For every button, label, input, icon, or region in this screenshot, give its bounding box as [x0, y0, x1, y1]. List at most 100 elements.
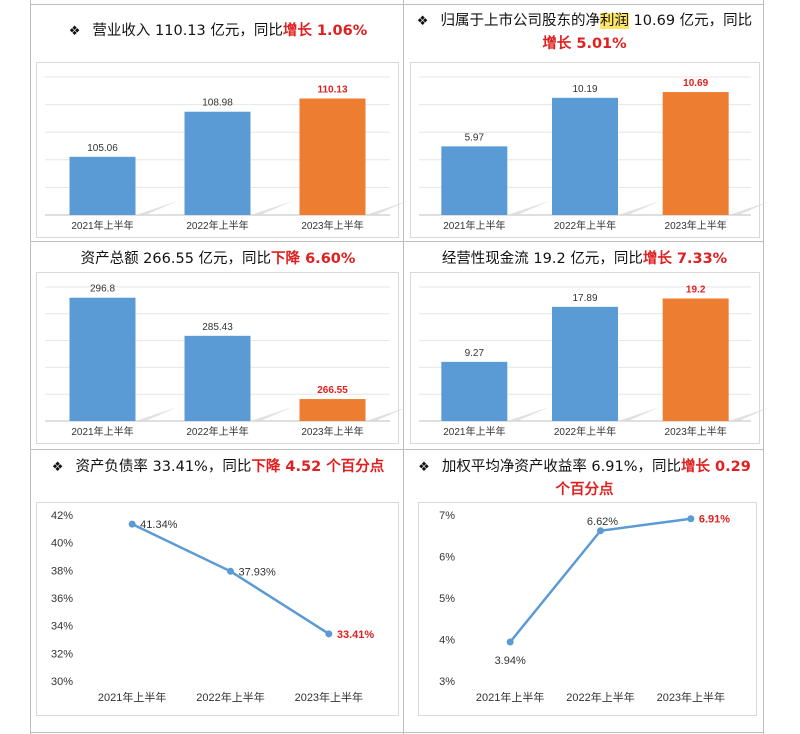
- bar: [184, 111, 251, 215]
- x-tick-label: 2022年上半年: [186, 219, 248, 232]
- x-tick-label: 2023年上半年: [301, 219, 363, 232]
- data-label: 5.97: [465, 132, 485, 143]
- bar-shadow: [250, 201, 293, 215]
- title-segment: 增长 1.06%: [282, 23, 368, 39]
- bar-shadow: [728, 407, 771, 421]
- y-tick-label: 38%: [51, 565, 73, 577]
- x-tick-label: 2021年上半年: [71, 425, 133, 438]
- data-point: [325, 630, 333, 638]
- bar-shadow: [618, 201, 660, 215]
- bar-shadow: [250, 407, 293, 421]
- y-tick-label: 3%: [439, 676, 455, 688]
- title-segment: 下降 6.60%: [271, 251, 356, 267]
- debt-ratio-chart: 30% 32% 34% 36% 38% 40% 42% 41.34% 2021年上半年 37.93…: [36, 502, 399, 716]
- x-tick-label: 2023年上半年: [657, 690, 725, 704]
- bar: [441, 361, 508, 421]
- x-tick-label: 2022年上半年: [554, 219, 616, 232]
- x-tick-label: 2022年上半年: [554, 425, 616, 438]
- data-label: 9.27: [465, 348, 485, 359]
- diamond-bullet-icon: ❖: [418, 460, 430, 475]
- title-segment: 增长 7.33%: [642, 251, 728, 267]
- panel-title-revenue: ❖ 营业收入 110.13 亿元，同比增长 1.06%: [40, 20, 396, 43]
- y-tick-label: 30%: [51, 676, 73, 688]
- title-segment: 增长 5.01%: [542, 36, 627, 52]
- x-tick-label: 2023年上半年: [295, 690, 363, 704]
- bar: [662, 92, 729, 215]
- net-profit-chart-svg: 5.97 2021年上半年 10.19 2022年上半年 10.69 2023年上半年: [419, 76, 771, 232]
- roe-chart: 3% 4% 5% 6% 7% 3.94% 2021年上半年 6.62% 2022年上半年 6.91…: [418, 502, 757, 716]
- data-label: 105.06: [87, 143, 118, 154]
- title-segment: 经营性现金流 19.2 亿元，同比: [441, 251, 643, 267]
- revenue-chart-svg: 105.06 2021年上半年 108.98 2022年上半年 110.13 2023年上…: [45, 76, 408, 232]
- data-label: 33.41%: [337, 629, 375, 641]
- net-profit-chart: 5.97 2021年上半年 10.19 2022年上半年 10.69 2023年上半年: [410, 62, 771, 238]
- data-point: [687, 515, 695, 523]
- x-tick-label: 2021年上半年: [71, 219, 133, 232]
- roe-chart-svg: 3% 4% 5% 6% 7% 3.94% 2021年上半年 6.62% 2022年上半年 6.91…: [439, 510, 730, 704]
- grid-line: [30, 241, 764, 242]
- x-tick-label: 2021年上半年: [443, 219, 505, 232]
- debt-ratio-chart-svg: 30% 32% 34% 36% 38% 40% 42% 41.34% 2021年上半年 37.93…: [51, 510, 375, 704]
- title-segment: 资产总额 266.55 亿元，同比: [80, 251, 272, 267]
- cash-flow-chart-svg: 9.27 2021年上半年 17.89 2022年上半年 19.2 2023年上半年: [419, 284, 771, 438]
- data-label: 37.93%: [239, 566, 277, 578]
- y-tick-label: 7%: [439, 510, 455, 522]
- x-tick-label: 2023年上半年: [301, 425, 363, 438]
- title-segment: 归属于上市公司股东的净: [440, 13, 600, 29]
- title-segment: 资产负债率 33.41%，同比: [75, 459, 252, 475]
- grid-line: [30, 732, 764, 733]
- series-line: [131, 523, 330, 635]
- bar: [184, 335, 251, 421]
- panel-title-debt-ratio: ❖ 资产负债率 33.41%，同比下降 4.52 个百分点: [50, 456, 386, 479]
- x-tick-label: 2021年上半年: [476, 690, 544, 704]
- diamond-bullet-icon: ❖: [416, 14, 429, 29]
- x-tick-label: 2023年上半年: [665, 425, 727, 438]
- y-tick-label: 6%: [439, 552, 455, 564]
- data-label: 108.98: [202, 98, 233, 109]
- diamond-bullet-icon: ❖: [68, 24, 81, 39]
- bar: [662, 298, 729, 421]
- bar-shadow: [728, 201, 771, 215]
- bar: [69, 297, 136, 421]
- data-label: 10.69: [683, 78, 708, 89]
- data-point: [227, 567, 234, 575]
- x-tick-label: 2022年上半年: [196, 690, 264, 704]
- bar-shadow: [507, 201, 550, 215]
- x-tick-label: 2022年上半年: [186, 425, 248, 438]
- data-label: 19.2: [686, 284, 706, 295]
- y-tick-label: 42%: [51, 510, 73, 522]
- grid-line: [30, 0, 31, 734]
- data-label: 17.89: [572, 293, 597, 304]
- panel-title-net-profit: ❖ 归属于上市公司股东的净利润 10.69 亿元，同比增长 5.01%: [412, 10, 757, 55]
- bar-shadow: [135, 201, 178, 215]
- x-tick-label: 2022年上半年: [566, 690, 634, 704]
- bar-shadow: [365, 407, 408, 421]
- data-label: 6.62%: [587, 516, 618, 528]
- y-tick-label: 36%: [51, 593, 73, 605]
- grid-line: [763, 0, 764, 734]
- data-point: [128, 520, 136, 528]
- revenue-chart: 105.06 2021年上半年 108.98 2022年上半年 110.13 2023年上…: [36, 62, 408, 238]
- bar-shadow: [365, 201, 408, 215]
- grid-line: [30, 4, 764, 5]
- total-assets-chart-svg: 296.8 2021年上半年 285.43 2022年上半年 266.55 2023年上半…: [45, 284, 408, 438]
- data-label: 266.55: [317, 385, 348, 396]
- title-segment: 下降 4.52 个百分点: [251, 459, 385, 475]
- data-point: [597, 527, 604, 535]
- title-segment: 增长 0.29 个百分点: [555, 459, 751, 498]
- bar: [552, 97, 618, 215]
- x-tick-label: 2021年上半年: [98, 690, 166, 704]
- data-label: 3.94%: [495, 655, 526, 667]
- y-tick-label: 5%: [439, 593, 455, 605]
- x-tick-label: 2021年上半年: [443, 425, 505, 438]
- title-segment: 营业收入 110.13 亿元，同比: [92, 23, 283, 39]
- bar-shadow: [618, 407, 660, 421]
- data-label: 6.91%: [699, 514, 730, 526]
- title-segment: 加权平均净资产收益率 6.91%，同比: [441, 459, 681, 475]
- diamond-bullet-icon: ❖: [51, 460, 64, 475]
- series-line: [509, 517, 691, 643]
- y-tick-label: 34%: [51, 621, 73, 633]
- total-assets-chart: 296.8 2021年上半年 285.43 2022年上半年 266.55 2023年上半…: [36, 272, 408, 444]
- panel-title-roe: ❖ 加权平均净资产收益率 6.91%，同比增长 0.29 个百分点: [412, 456, 757, 501]
- data-label: 285.43: [202, 322, 233, 333]
